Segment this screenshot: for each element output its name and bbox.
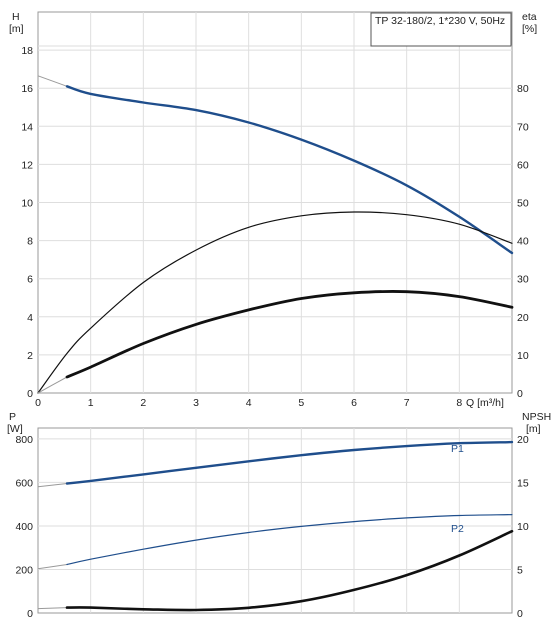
top-y-right-tick: 60 bbox=[517, 159, 529, 171]
x-tick: 0 bbox=[35, 397, 41, 409]
bottom-y-right-tick: 20 bbox=[517, 434, 529, 446]
bottom-y-ticks-left: 0 200 400 600 800 bbox=[15, 434, 33, 620]
chart-title-box bbox=[370, 12, 512, 47]
top-y-right-tick: 10 bbox=[517, 350, 529, 362]
series-label-p1: P1 bbox=[451, 443, 464, 455]
bottom-y-left-unit: [W] bbox=[7, 423, 23, 435]
bottom-y-left-tick: 800 bbox=[15, 434, 33, 446]
top-y-left-tick: 10 bbox=[21, 198, 33, 210]
top-y-left-unit: [m] bbox=[9, 23, 24, 35]
top-x-ticks: 0 1 2 3 4 5 6 7 8 bbox=[35, 397, 462, 409]
top-y-right-tick: 70 bbox=[517, 121, 529, 133]
chart-title: TP 32-180/2, 1*230 V, 50Hz bbox=[375, 15, 505, 27]
bottom-y-right-label: NPSH bbox=[522, 411, 551, 423]
bottom-y-right-tick: 5 bbox=[517, 564, 523, 576]
top-y-left-tick: 12 bbox=[21, 159, 33, 171]
top-y-right-unit: [%] bbox=[522, 23, 537, 35]
x-tick: 5 bbox=[298, 397, 304, 409]
top-y-left-tick: 0 bbox=[27, 388, 33, 400]
bottom-series-0-extension bbox=[37, 483, 68, 488]
top-series-0-extension bbox=[37, 75, 68, 87]
top-y-left-tick: 14 bbox=[21, 121, 33, 133]
top-y-left-label: H bbox=[12, 11, 20, 23]
top-y-left-tick: 16 bbox=[21, 83, 33, 95]
top-series bbox=[37, 75, 514, 394]
series-label-p2: P2 bbox=[451, 523, 464, 535]
top-series-0-line bbox=[65, 85, 514, 255]
bottom-y-ticks-right: 0 5 10 15 20 bbox=[517, 434, 529, 620]
bottom-y-left-tick: 0 bbox=[27, 608, 33, 620]
bottom-y-left-tick: 200 bbox=[15, 564, 33, 576]
bottom-series bbox=[37, 440, 514, 612]
bottom-series-1-extension bbox=[37, 564, 68, 570]
top-y-right-label: eta bbox=[522, 11, 537, 23]
x-tick: 4 bbox=[246, 397, 252, 409]
x-tick: 7 bbox=[404, 397, 410, 409]
top-series-1-line bbox=[37, 211, 513, 394]
x-tick: 3 bbox=[193, 397, 199, 409]
x-axis-label: Q [m³/h] bbox=[466, 397, 504, 409]
top-y-right-tick: 30 bbox=[517, 274, 529, 286]
top-y-left-tick: 6 bbox=[27, 274, 33, 286]
top-y-left-tick: 4 bbox=[27, 312, 33, 324]
top-y-right-tick: 40 bbox=[517, 236, 529, 248]
bottom-chart: 0 200 400 600 800 0 5 10 15 20 P [W] NPSH [m] P1… bbox=[7, 411, 551, 620]
bottom-y-left-tick: 600 bbox=[15, 477, 33, 489]
top-y-right-tick: 50 bbox=[517, 198, 529, 210]
top-y-ticks-right: 0 10 20 30 40 50 60 70 80 bbox=[517, 83, 529, 400]
x-tick: 6 bbox=[351, 397, 357, 409]
bottom-series-1-line bbox=[66, 514, 513, 566]
bottom-series-2-extension bbox=[37, 607, 68, 610]
bottom-y-right-unit: [m] bbox=[526, 423, 541, 435]
bottom-y-left-tick: 400 bbox=[15, 521, 33, 533]
bottom-series-2-line bbox=[65, 529, 514, 612]
top-y-right-tick: 80 bbox=[517, 83, 529, 95]
top-series-2-line bbox=[65, 290, 514, 379]
bottom-y-right-tick: 10 bbox=[517, 521, 529, 533]
x-tick: 8 bbox=[456, 397, 462, 409]
bottom-plot-frame bbox=[37, 427, 513, 614]
top-y-left-tick: 2 bbox=[27, 350, 33, 362]
top-y-left-tick: 18 bbox=[21, 45, 33, 57]
top-series-2-extension bbox=[37, 376, 68, 394]
bottom-series-0-line bbox=[65, 440, 514, 485]
x-tick: 1 bbox=[88, 397, 94, 409]
top-y-ticks-left: 0 2 4 6 8 10 12 14 16 18 bbox=[21, 45, 33, 400]
bottom-grid bbox=[38, 428, 512, 613]
top-y-left-tick: 8 bbox=[27, 236, 33, 248]
top-y-right-tick: 0 bbox=[517, 388, 523, 400]
top-y-right-tick: 20 bbox=[517, 312, 529, 324]
bottom-y-left-label: P bbox=[9, 411, 16, 423]
bottom-y-right-tick: 15 bbox=[517, 477, 529, 489]
bottom-y-right-tick: 0 bbox=[517, 608, 523, 620]
x-tick: 2 bbox=[140, 397, 146, 409]
